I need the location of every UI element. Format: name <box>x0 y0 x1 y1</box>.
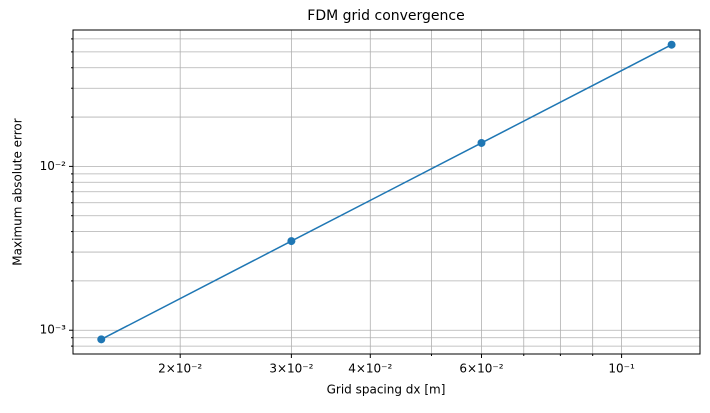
x-tick-label: 10⁻¹ <box>608 362 635 376</box>
y-axis-label: Maximum absolute error <box>11 118 25 265</box>
marker <box>97 335 106 344</box>
marker <box>667 40 676 49</box>
marker <box>287 237 296 246</box>
marker <box>477 138 486 147</box>
chart-title: FDM grid convergence <box>307 8 464 24</box>
x-tick-label: 4×10⁻² <box>348 362 392 376</box>
y-tick-label: 10⁻³ <box>40 323 67 337</box>
plot-frame <box>72 29 701 355</box>
y-tick-label: 10⁻² <box>40 159 67 173</box>
x-tick-label: 6×10⁻² <box>459 362 503 376</box>
x-axis-label: Grid spacing dx [m] <box>327 383 446 397</box>
x-tick-label: 2×10⁻² <box>158 362 202 376</box>
x-tick-label: 3×10⁻² <box>269 362 313 376</box>
line <box>100 44 672 340</box>
